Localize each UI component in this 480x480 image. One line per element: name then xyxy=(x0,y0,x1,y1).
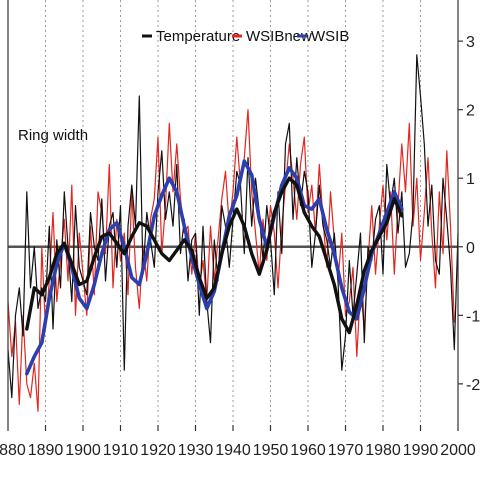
x-tick-label-1880: 1880 xyxy=(0,442,26,459)
y-tick-label--2: -2 xyxy=(466,377,480,394)
x-tick-label-1940: 1940 xyxy=(215,442,251,459)
series-line-wsibnew xyxy=(7,109,455,412)
legend: Temperature WSIBnew WSIB xyxy=(142,28,349,45)
x-tick-label-1970: 1970 xyxy=(328,442,364,459)
series-layer xyxy=(7,54,459,412)
x-tick-label-1920: 1920 xyxy=(140,442,176,459)
x-tick-label-1950: 1950 xyxy=(253,442,289,459)
x-tick-label-2000: 2000 xyxy=(440,442,476,459)
x-tick-label-1980: 1980 xyxy=(365,442,401,459)
series-line-wsib xyxy=(25,159,404,376)
series-line-temperature-smoothed xyxy=(25,176,404,335)
legend-label-temperature: Temperature xyxy=(156,28,240,45)
y-tick-label-3: 3 xyxy=(466,34,475,51)
y-tick-label--1: -1 xyxy=(466,308,480,325)
y-tick-label-1: 1 xyxy=(466,171,475,188)
x-tick-label-1910: 1910 xyxy=(103,442,139,459)
x-tick-label-1960: 1960 xyxy=(290,442,326,459)
y-axis-ticks: -2 -1 0 1 2 3 xyxy=(458,34,480,394)
legend-label-wsibnew: WSIBnew xyxy=(246,28,312,45)
x-tick-label-1930: 1930 xyxy=(178,442,214,459)
x-tick-label-1890: 1890 xyxy=(28,442,64,459)
y-tick-label-0: 0 xyxy=(466,240,475,257)
panel-label: Ring width xyxy=(18,127,88,144)
x-tick-label-1990: 1990 xyxy=(403,442,439,459)
legend-label-wsib: WSIB xyxy=(311,28,349,45)
vertical-gridlines xyxy=(45,0,421,425)
x-tick-label-1900: 1900 xyxy=(65,442,101,459)
x-axis-ticks: 1880189019001910192019301940195019601970… xyxy=(0,425,476,459)
y-tick-label-2: 2 xyxy=(466,103,475,120)
